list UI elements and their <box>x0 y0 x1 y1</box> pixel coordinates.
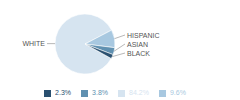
svg-text:WHITE: WHITE <box>22 40 45 47</box>
html-text:84.2%: 84.2% <box>129 89 149 96</box>
svg-text:ASIAN: ASIAN <box>127 41 148 48</box>
html-text:3.8%: 3.8% <box>92 89 108 96</box>
html-text:2.3%: 2.3% <box>55 89 72 96</box>
svg-text:BLACK: BLACK <box>127 50 150 57</box>
svg-text:HISPANIC: HISPANIC <box>127 32 160 39</box>
html-text:9.6%: 9.6% <box>169 89 186 96</box>
